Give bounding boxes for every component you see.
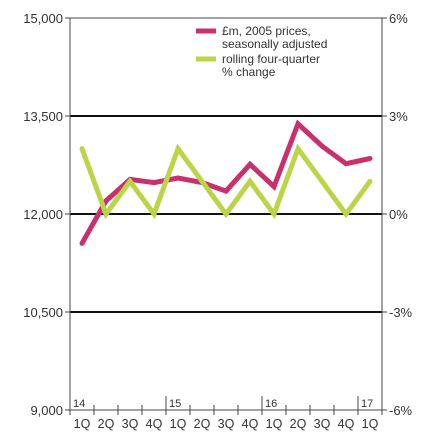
x-tick-label: 1Q (362, 417, 379, 431)
series-point (247, 161, 253, 167)
x-tick-label: 2Q (290, 417, 307, 431)
legend-label: % change (222, 65, 276, 79)
left-tick-label: 9,000 (30, 403, 63, 418)
x-tick-label: 4Q (242, 417, 259, 431)
left-tick-label: 15,000 (23, 11, 63, 26)
x-tick-label: 3Q (122, 417, 139, 431)
series-point (271, 211, 277, 217)
x-tick-label: 3Q (218, 417, 235, 431)
year-label: 15 (169, 398, 181, 410)
right-tick-label: 3% (389, 109, 408, 124)
x-tick-label: 1Q (74, 417, 91, 431)
series-point (343, 211, 349, 217)
year-label: 14 (73, 398, 85, 410)
right-tick-label: 6% (389, 11, 408, 26)
series-point (127, 178, 133, 184)
series-point (319, 178, 325, 184)
x-axis-ticks: 1Q 2Q 3Q 4Q 1Q 2Q 3Q 4Q 1Q 2Q 3Q 4Q 1Q 14 15 16 17 (69, 396, 383, 431)
series-point (247, 178, 253, 184)
legend-label: £m, 2005 prices, (222, 24, 311, 38)
x-tick-label: 1Q (266, 417, 283, 431)
right-tick-label: -6% (389, 403, 413, 418)
series-point (151, 211, 157, 217)
year-label: 16 (265, 398, 277, 410)
year-label: 17 (361, 398, 373, 410)
series-point (367, 178, 373, 184)
series-point (319, 143, 325, 149)
series-point (343, 161, 349, 167)
right-tick-label: 0% (389, 207, 408, 222)
legend: £m, 2005 prices,seasonally adjustedrolli… (196, 24, 327, 79)
left-tick-label: 12,000 (23, 207, 63, 222)
series-line (79, 119, 371, 245)
x-tick-label: 2Q (194, 417, 211, 431)
series-point (223, 188, 229, 194)
series-point (199, 178, 205, 184)
x-tick-label: 4Q (146, 417, 163, 431)
series-point (175, 175, 181, 181)
legend-label: rolling four-quarter (222, 52, 320, 66)
series-point (223, 211, 229, 217)
legend-label: seasonally adjusted (222, 37, 327, 51)
series-point (79, 240, 85, 246)
x-tick-label: 2Q (98, 417, 115, 431)
left-tick-label: 13,500 (23, 109, 63, 124)
left-tick-label: 10,500 (23, 305, 63, 320)
series-point (367, 155, 373, 161)
series-point (295, 121, 301, 127)
right-tick-label: -3% (389, 305, 413, 320)
left-axis-ticks: 9,000 10,500 12,000 13,500 15,000 (23, 11, 70, 418)
x-tick-label: 1Q (170, 417, 187, 431)
series-layer (79, 119, 373, 246)
x-tick-label: 3Q (314, 417, 331, 431)
series-point (271, 184, 277, 190)
right-axis-ticks: -6% -3% 0% 3% 6% (382, 11, 413, 418)
series-point (175, 146, 181, 152)
x-tick-label: 4Q (338, 417, 355, 431)
series-point (151, 180, 157, 186)
series-point (103, 198, 109, 204)
series-point (103, 211, 109, 217)
series-point (295, 146, 301, 152)
series-point (79, 146, 85, 152)
